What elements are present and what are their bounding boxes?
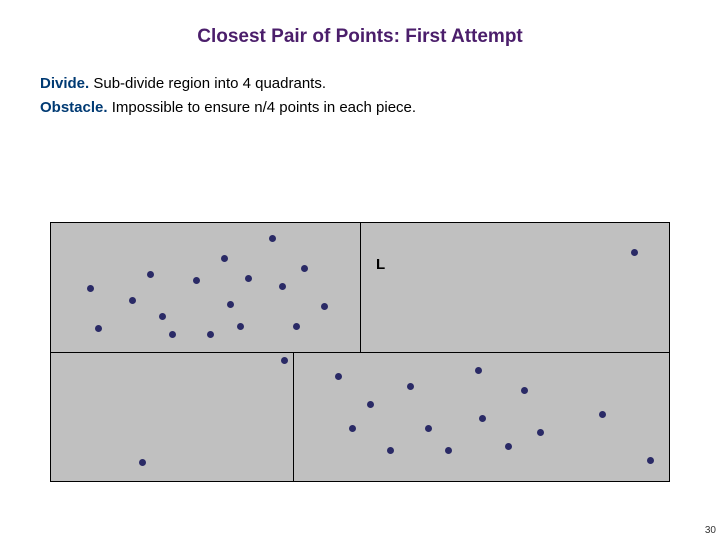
page-number: 30 — [705, 525, 716, 536]
point-22 — [367, 401, 374, 408]
point-3 — [147, 271, 154, 278]
point-1 — [95, 325, 102, 332]
point-12 — [269, 235, 276, 242]
line-obstacle: Obstacle. Impossible to ensure n/4 point… — [40, 96, 680, 120]
point-32 — [599, 411, 606, 418]
point-8 — [221, 255, 228, 262]
line1-rest: Sub-divide region into 4 quadrants. — [89, 75, 326, 92]
point-29 — [505, 443, 512, 450]
point-15 — [301, 265, 308, 272]
point-11 — [245, 275, 252, 282]
keyword-divide: Divide. — [40, 75, 89, 92]
slide-title: Closest Pair of Points: First Attempt — [0, 0, 720, 48]
quadrant-0 — [50, 222, 362, 353]
line2-rest: Impossible to ensure n/4 points in each … — [108, 99, 417, 116]
point-24 — [407, 383, 414, 390]
point-14 — [293, 323, 300, 330]
point-17 — [281, 357, 288, 364]
point-9 — [227, 301, 234, 308]
line-divide: Divide. Sub-divide region into 4 quadran… — [40, 72, 680, 96]
point-23 — [387, 447, 394, 454]
body-text: Divide. Sub-divide region into 4 quadran… — [0, 48, 720, 120]
point-13 — [279, 283, 286, 290]
point-20 — [335, 373, 342, 380]
point-28 — [479, 415, 486, 422]
quadrant-2 — [50, 352, 295, 482]
point-30 — [521, 387, 528, 394]
point-4 — [159, 313, 166, 320]
point-5 — [169, 331, 176, 338]
point-27 — [475, 367, 482, 374]
point-7 — [207, 331, 214, 338]
point-2 — [129, 297, 136, 304]
point-31 — [537, 429, 544, 436]
point-16 — [321, 303, 328, 310]
point-10 — [237, 323, 244, 330]
quadrant-1 — [360, 222, 670, 353]
point-0 — [87, 285, 94, 292]
point-21 — [349, 425, 356, 432]
point-25 — [425, 425, 432, 432]
quadrant-diagram: L — [50, 222, 670, 482]
vertical-line-label: L — [376, 256, 385, 273]
point-19 — [139, 459, 146, 466]
point-26 — [445, 447, 452, 454]
point-18 — [631, 249, 638, 256]
point-6 — [193, 277, 200, 284]
keyword-obstacle: Obstacle. — [40, 99, 108, 116]
point-33 — [647, 457, 654, 464]
